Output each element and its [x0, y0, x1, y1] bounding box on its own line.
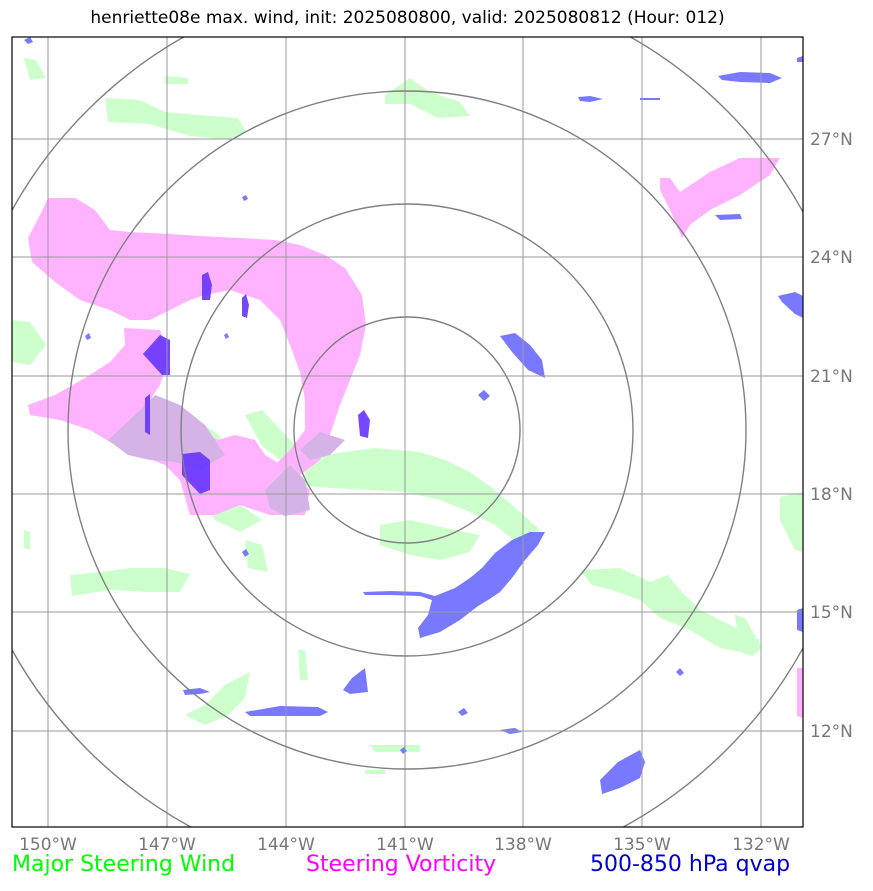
qvap-patch — [797, 56, 803, 62]
legend-qvap: 500-850 hPa qvap — [590, 852, 791, 877]
vorticity-patch — [797, 668, 803, 718]
wind-patch — [305, 448, 540, 545]
wind-patch — [370, 745, 420, 752]
qvap-patch — [183, 688, 210, 695]
y-tick-label: 12°N — [810, 722, 853, 742]
map-title: henriette08e max. wind, init: 2025080800… — [90, 8, 725, 28]
legend-steering-wind: Major Steering Wind — [12, 852, 236, 877]
wind-patch — [580, 568, 760, 654]
vorticity-patch — [660, 158, 780, 238]
wind-patch — [298, 650, 308, 680]
range-ring — [293, 316, 521, 544]
qvap-dark-patch — [202, 272, 212, 300]
graticule — [12, 37, 803, 827]
qvap-dark-patch — [182, 452, 210, 494]
wind-patch — [70, 568, 190, 596]
qvap-patch — [676, 668, 684, 676]
qvap-patch — [242, 195, 248, 201]
x-tick-label: 147°W — [138, 835, 196, 855]
wind-patch — [385, 78, 470, 118]
qvap-patch — [578, 96, 603, 102]
y-tick-label: 27°N — [810, 130, 853, 150]
vorticity-patch — [28, 198, 366, 475]
qvap-patch — [24, 37, 33, 44]
qvap-patch — [778, 292, 803, 318]
x-tick-label: 138°W — [494, 835, 552, 855]
y-tick-label: 24°N — [810, 248, 853, 268]
qvap-patch — [224, 333, 229, 339]
qvap-patch — [715, 214, 742, 220]
qvap-patch — [85, 333, 91, 340]
qvap-dark-patch — [358, 410, 370, 438]
y-tick-labels: 27°N 24°N 21°N 18°N 15°N 12°N — [810, 130, 853, 742]
x-tick-label: 132°W — [732, 835, 790, 855]
range-ring — [67, 90, 747, 770]
overlap-patch — [300, 432, 345, 460]
qvap-patch — [640, 98, 660, 100]
qvap-patch — [797, 608, 803, 632]
y-tick-label: 15°N — [810, 603, 853, 623]
x-tick-label: 135°W — [613, 835, 671, 855]
y-tick-label: 21°N — [810, 367, 853, 387]
qvap-patch — [458, 708, 468, 716]
wind-patch — [365, 770, 385, 774]
wind-patch — [165, 76, 188, 84]
qvap-dark-patch — [242, 294, 249, 318]
qvap-dark-patch — [143, 335, 170, 375]
wind-patch — [24, 58, 46, 80]
wind-patch — [24, 530, 30, 550]
qvap-patch — [718, 72, 782, 83]
range-ring — [180, 203, 634, 657]
range-rings — [12, 37, 803, 827]
wind-patch — [12, 320, 46, 365]
qvap-patch — [478, 390, 490, 401]
qvap-patch — [343, 668, 368, 694]
x-tick-label: 141°W — [376, 835, 434, 855]
x-tick-label: 144°W — [257, 835, 315, 855]
qvap-patch — [600, 750, 645, 794]
qvap-patch — [242, 549, 249, 557]
plot-frame — [11, 36, 804, 828]
legend-steering-vorticity: Steering Vorticity — [306, 852, 497, 877]
wind-patch — [780, 492, 803, 552]
x-tick-labels: 150°W 147°W 144°W 141°W 138°W 135°W 132°… — [19, 835, 790, 855]
wind-patch — [245, 540, 268, 572]
wind-patch — [105, 98, 246, 140]
wind-patch — [735, 615, 762, 656]
qvap-dark-layer — [143, 272, 370, 494]
x-tick-label: 150°W — [19, 835, 77, 855]
overlap-patch — [265, 465, 310, 516]
y-tick-label: 18°N — [810, 485, 853, 505]
qvap-patch — [363, 532, 545, 638]
qvap-dark-patch — [145, 394, 150, 435]
wind-patch — [185, 672, 250, 725]
